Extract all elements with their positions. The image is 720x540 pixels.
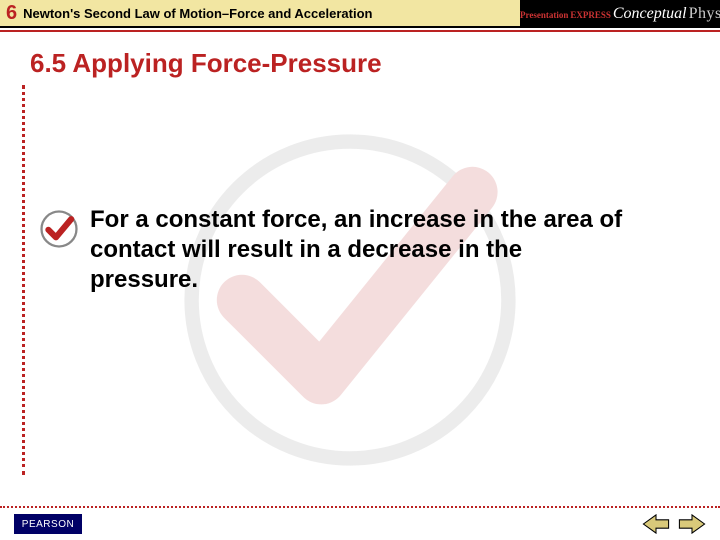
check-circle-icon [40,210,78,248]
publisher-logo: PEARSON [14,514,82,534]
chapter-title: Newton's Second Law of Motion–Force and … [23,6,372,21]
section-heading: 6.5 Applying Force-Pressure [30,48,382,79]
prev-arrow-icon [642,513,670,535]
header-right: Presentation EXPRESS Conceptual Physics … [520,0,720,28]
next-arrow-icon [678,513,706,535]
footer: PEARSON [0,506,720,540]
left-dotted-rule [22,85,25,475]
prev-button[interactable] [642,513,670,535]
nav-arrows [642,513,706,535]
check-watermark-icon [170,120,530,480]
header-bar: 6 Newton's Second Law of Motion–Force an… [0,0,720,28]
body-text: For a constant force, an increase in the… [90,205,630,295]
header-underline [0,30,720,32]
next-button[interactable] [678,513,706,535]
brand-physics: Physics [689,5,720,23]
slide: 6 Newton's Second Law of Motion–Force an… [0,0,720,540]
brand-conceptual: Conceptual [613,5,687,23]
brand-express: EXPRESS [570,10,611,20]
brand-small: Presentation [520,10,568,20]
chapter-number: 6 [6,2,17,25]
header-left: 6 Newton's Second Law of Motion–Force an… [0,0,520,28]
brand-logo: Presentation EXPRESS Conceptual Physics [520,5,720,23]
